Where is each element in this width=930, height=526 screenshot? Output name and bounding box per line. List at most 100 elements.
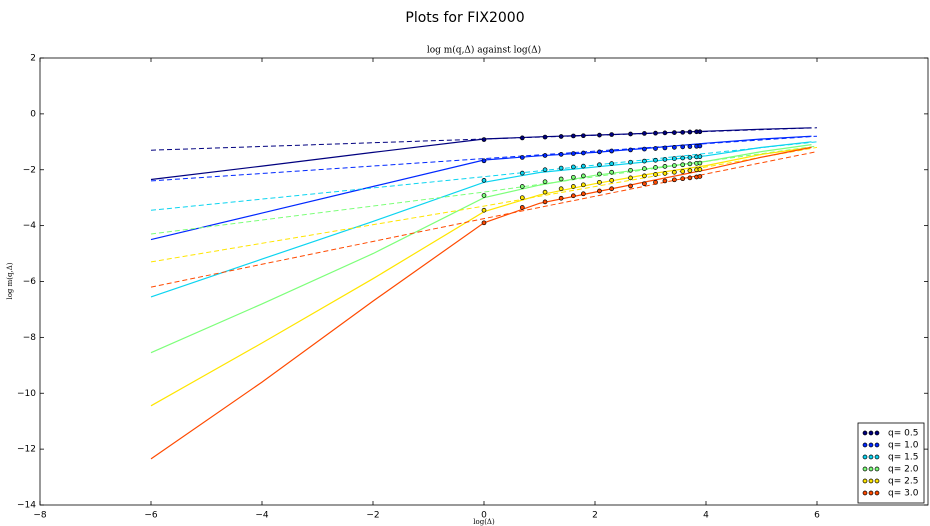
data-point [653,179,658,185]
data-point [597,162,602,168]
legend-marker [862,478,868,484]
data-point [687,175,693,181]
data-point [481,158,487,164]
legend-marker [874,442,880,448]
legend-marker [862,442,868,448]
legend-label: q= 3.0 [888,489,919,499]
x-tick-label: −8 [33,511,47,521]
data-point [609,161,615,166]
data-point [687,168,693,173]
data-point [680,169,686,174]
data-point [628,131,633,137]
data-point [580,182,586,188]
y-tick-label: −4 [23,221,37,231]
data-point [628,159,633,165]
legend-marker [874,454,880,460]
x-tick-label: 4 [703,511,709,521]
data-point [687,129,693,135]
data-point [697,167,703,172]
legend-marker [862,430,868,436]
data-point [672,163,677,168]
data-point [609,178,615,183]
data-point [542,167,548,173]
data-point [571,133,576,139]
legend-marker [862,454,868,460]
data-point [672,169,677,175]
y-tick-label: −12 [17,445,36,455]
y-tick-label: −10 [17,389,36,399]
legend-label: q= 1.5 [888,453,918,463]
data-point [542,179,548,185]
data-point [609,169,615,175]
legend-marker [874,466,880,472]
data-point [697,154,703,159]
data-point [571,184,576,189]
plot-frame [39,57,929,506]
x-tick-label: 0 [481,511,487,521]
legend-marker [874,478,880,484]
y-tick-label: −8 [23,333,37,343]
data-point [662,178,668,184]
data-point [642,181,647,187]
data-point [571,164,576,170]
data-point [642,166,647,171]
data-point [542,134,548,140]
data-point [653,130,658,136]
data-point [697,129,703,135]
x-axis-label: log(Δ) [473,518,495,526]
data-point [609,132,615,137]
data-point [580,173,586,179]
data-point [628,147,633,153]
data-point [519,205,525,210]
y-tick-label: −6 [23,277,37,287]
data-point [542,199,548,205]
data-point [662,130,668,136]
data-point [672,156,677,161]
legend-label: q= 2.0 [888,465,919,475]
data-point [558,134,564,139]
fit-line [150,141,812,298]
data-point [558,195,564,201]
data-point [481,193,487,198]
data-point [697,143,703,149]
data-point [580,133,586,139]
data-point [680,155,686,161]
legend-label: q= 2.5 [888,477,918,487]
fit-line [150,144,812,354]
data-point [597,132,602,138]
data-point [680,176,686,182]
data-point [481,137,487,142]
fit-line [150,146,812,460]
chart-subtitle: log m(q,Δ) against log(Δ) [427,45,541,56]
legend-marker [862,466,868,472]
data-point [642,131,647,136]
legend-marker [868,478,874,484]
data-point [687,161,693,167]
data-point [519,195,525,201]
data-point [571,174,576,180]
data-point [653,172,658,177]
data-point [628,175,633,181]
x-tick-label: 2 [592,511,598,521]
data-point [642,158,647,164]
data-point [680,129,686,135]
legend-marker [868,430,874,436]
data-point [519,184,525,189]
data-point [580,191,586,197]
y-axis-label: log m(q,Δ) [6,262,14,299]
legend: q= 0.5 q= 1.0 q= 1.5 q= 2.0 q= 2.5 q= 3.0 [857,422,925,504]
data-point [481,207,487,213]
data-point [628,167,633,173]
legend-marker [874,430,880,436]
fit-line [150,127,812,181]
x-tick-label: 6 [814,511,820,521]
y-tick-label: 2 [30,54,36,64]
data-point [558,176,564,182]
data-point [653,146,658,151]
data-point [653,165,658,170]
data-point [662,171,668,176]
data-point [558,165,564,171]
data-point [687,155,693,160]
data-point [653,157,658,163]
data-point [519,155,525,160]
